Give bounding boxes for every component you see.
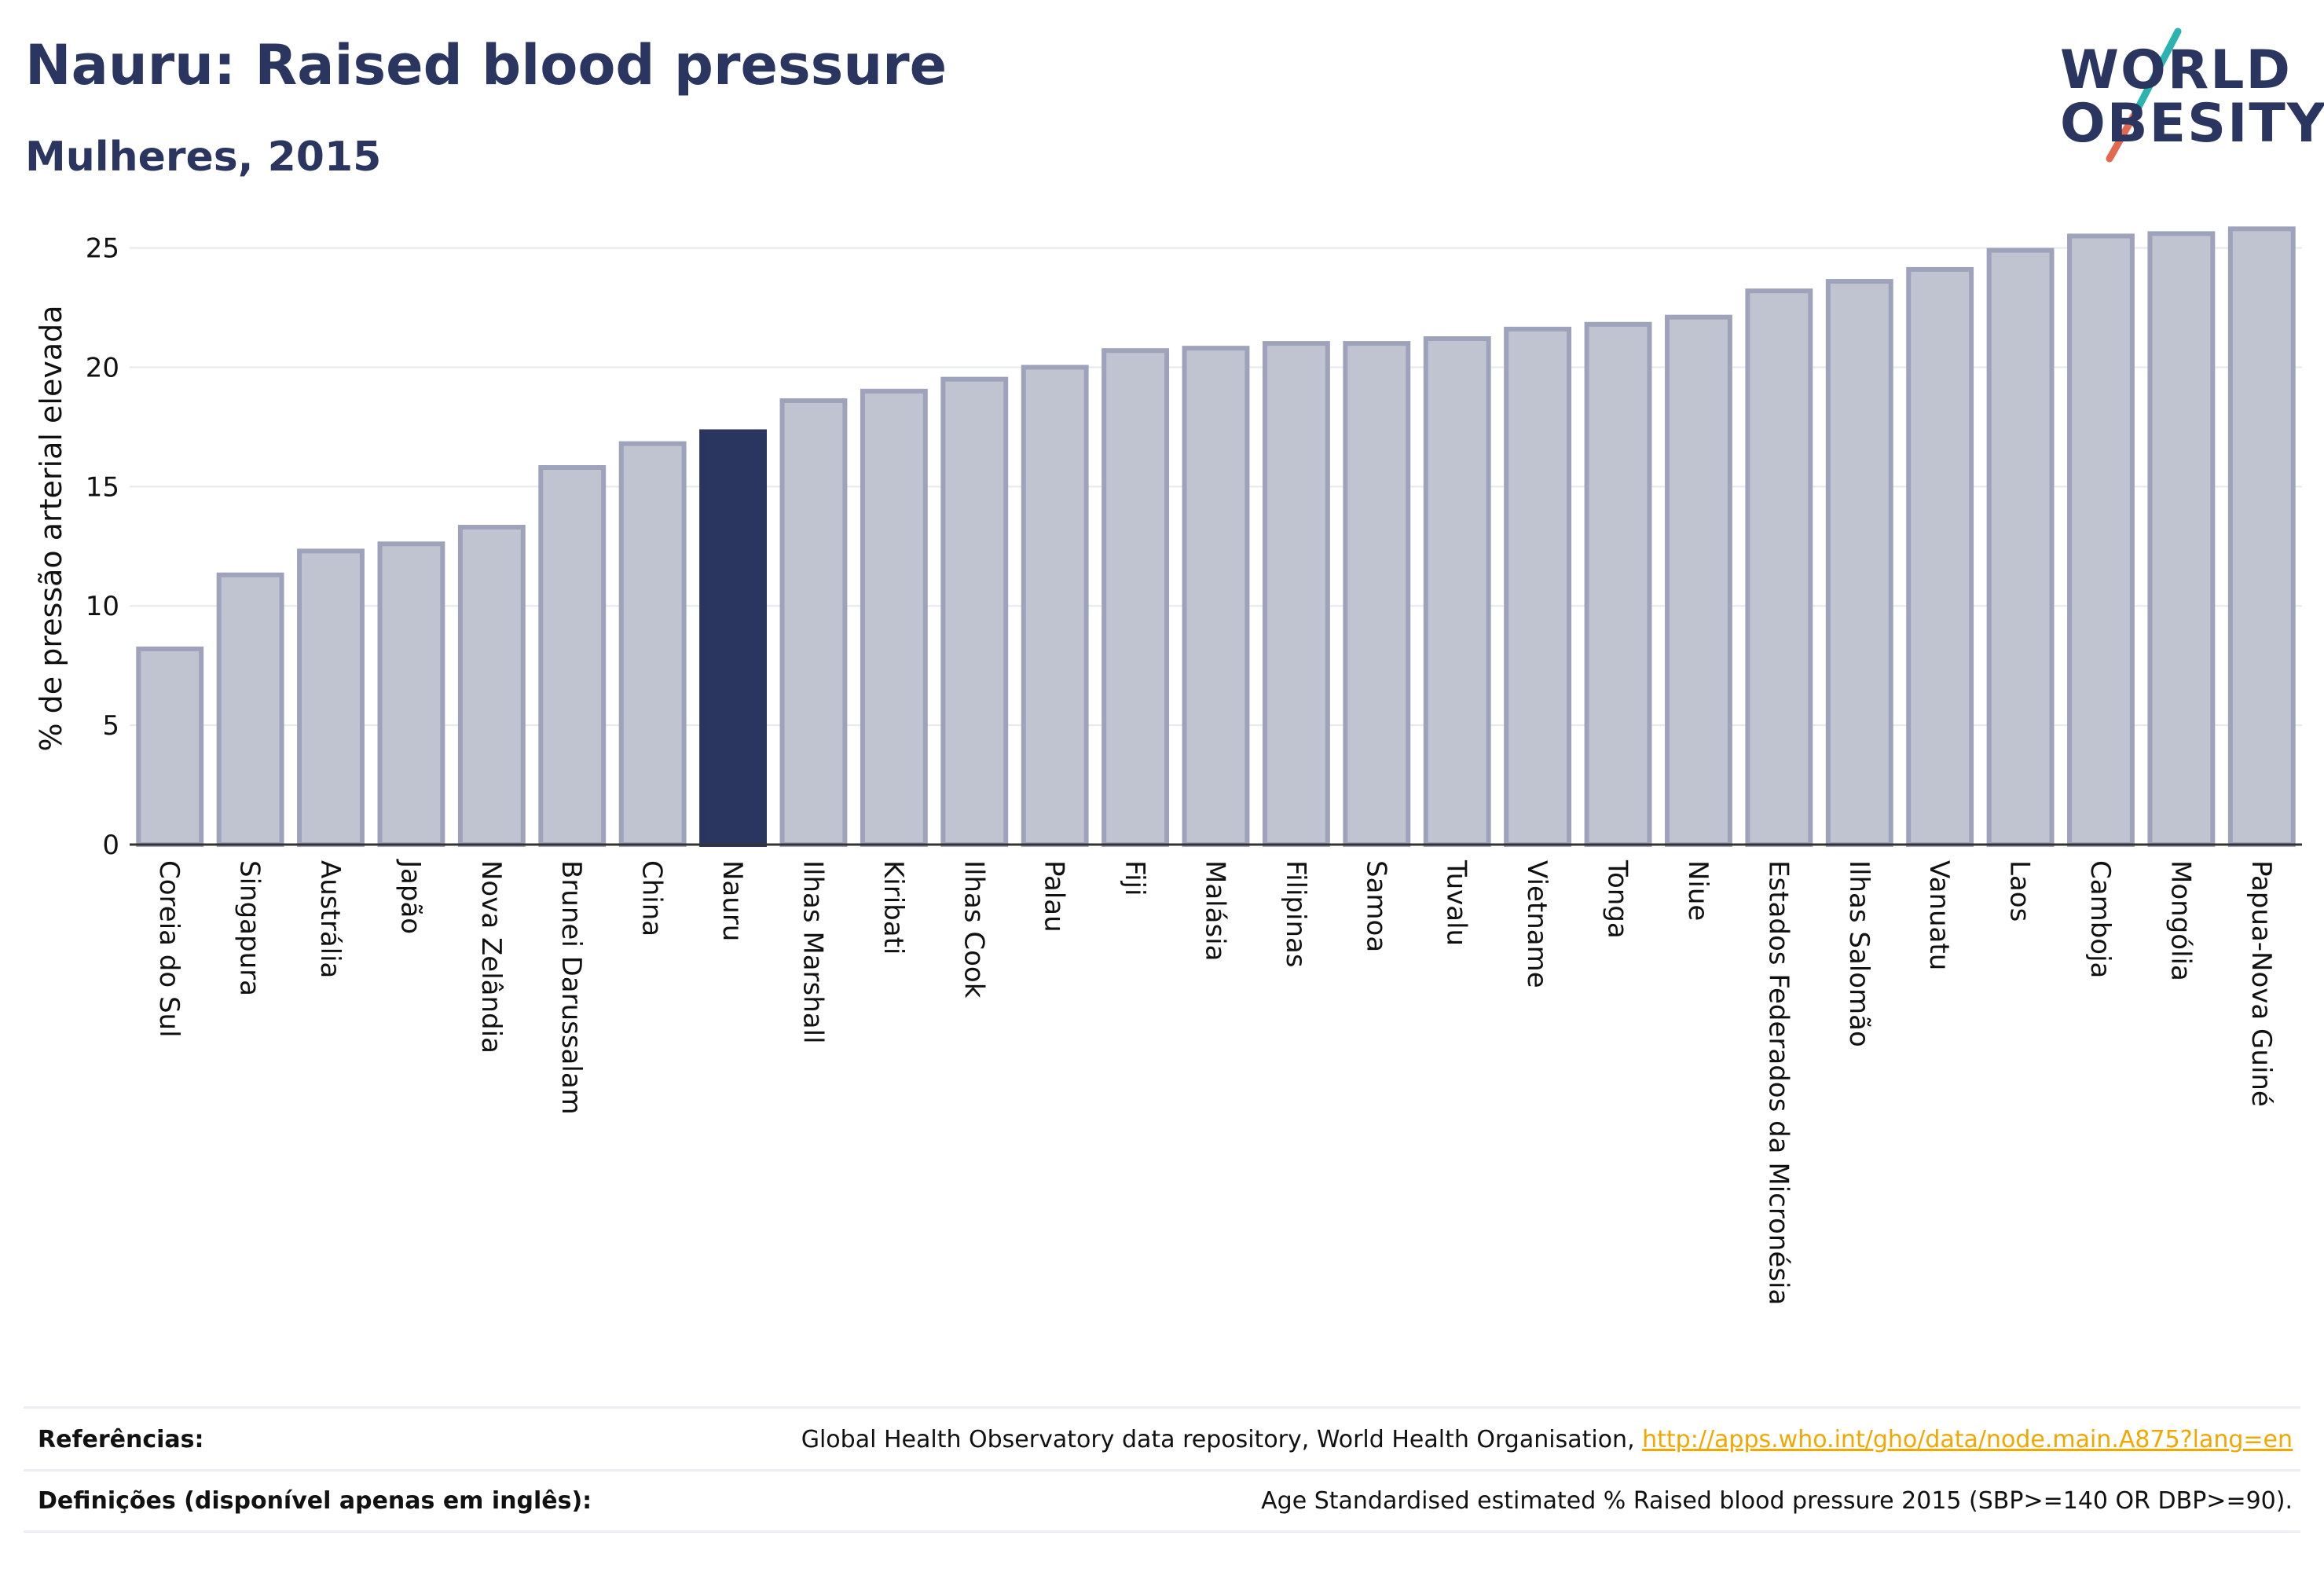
- x-tick-label: China: [636, 860, 668, 936]
- divider: [24, 1530, 2300, 1533]
- x-tick-label: Brunei Darussalam: [555, 860, 587, 1115]
- x-tick-label: Camboja: [2084, 860, 2116, 978]
- logo-slash-icon: [2106, 27, 2182, 163]
- bar: [538, 465, 607, 847]
- x-tick-label: Tonga: [1602, 859, 1633, 939]
- bar: [1745, 288, 1813, 847]
- bar: [2067, 233, 2135, 847]
- references-link[interactable]: http://apps.who.int/gho/data/node.main.A…: [1642, 1426, 2293, 1453]
- references-value: Global Health Observatory data repositor…: [801, 1426, 2293, 1453]
- references-label: Referências:: [38, 1426, 204, 1453]
- x-tick-label: Japão: [394, 859, 426, 934]
- references-text: Global Health Observatory data repositor…: [801, 1426, 1643, 1453]
- bar: [779, 398, 848, 847]
- x-tick-label: Samoa: [1360, 860, 1391, 952]
- x-tick-label: Kiribati: [878, 860, 909, 955]
- bar: [1343, 341, 1411, 847]
- y-axis-label: % de pressão arterial elevada: [34, 305, 68, 751]
- definitions-label: Definições (disponível apenas em inglês)…: [38, 1487, 592, 1515]
- y-tick-label: 20: [86, 352, 119, 383]
- bar: [2147, 231, 2216, 848]
- bar: [216, 572, 284, 847]
- bar: [1906, 266, 1974, 848]
- y-tick-label: 5: [102, 710, 119, 742]
- x-tick-label: Laos: [2004, 860, 2036, 922]
- y-tick-label: 15: [86, 471, 119, 503]
- bar: [618, 441, 687, 847]
- y-tick-label: 25: [86, 233, 119, 265]
- x-tick-label: Malásia: [1200, 860, 1231, 961]
- bar: [1825, 279, 1893, 847]
- x-tick-label: Nauru: [717, 860, 748, 941]
- y-tick-label: 0: [102, 830, 119, 861]
- bar-chart: 0 5 10 15 20 25 % de pressão arterial elevada C…: [34, 226, 2302, 1305]
- x-tick-label: Singapura: [234, 860, 266, 996]
- bar: [297, 548, 365, 847]
- x-tick-label: Vietname: [1521, 860, 1552, 988]
- logo-line-obesity: OBESITY: [2060, 93, 2324, 155]
- divider: [24, 1406, 2300, 1409]
- x-tick-label: Estados Federados da Micronésia: [1762, 860, 1794, 1305]
- bar: [1504, 326, 1572, 847]
- bar: [377, 541, 445, 847]
- bar: [1021, 365, 1089, 848]
- definitions-text: Age Standardised estimated % Raised bloo…: [1261, 1487, 2293, 1515]
- x-tick-label: Palau: [1039, 860, 1070, 933]
- x-tick-label: Ilhas Salomão: [1843, 860, 1875, 1047]
- bar: [2227, 226, 2296, 847]
- chart-title: Nauru: Raised blood pressure: [25, 33, 948, 97]
- divider: [24, 1469, 2300, 1472]
- bar: [1423, 336, 1491, 847]
- x-tick-label: Ilhas Marshall: [797, 860, 828, 1044]
- bar: [699, 429, 767, 848]
- x-tick-label: Papua-Nova Guiné: [2245, 860, 2277, 1107]
- bar: [1665, 314, 1732, 847]
- x-tick-label: Mongólia: [2165, 860, 2196, 981]
- chart-subtitle: Mulheres, 2015: [25, 134, 382, 181]
- bar: [860, 388, 928, 847]
- x-tick-label: Vanuatu: [1923, 860, 1955, 970]
- x-tick-label: Fiji: [1119, 860, 1150, 896]
- bar: [136, 646, 204, 847]
- bar: [1584, 321, 1652, 848]
- bar: [1102, 348, 1170, 848]
- x-tick-label: Nova Zelândia: [475, 860, 507, 1054]
- x-tick-label: Tuvalu: [1441, 859, 1472, 946]
- x-tick-label: Filipinas: [1280, 860, 1311, 968]
- y-tick-label: 10: [86, 591, 119, 622]
- bar: [457, 524, 526, 847]
- bar: [1182, 346, 1250, 847]
- bar: [940, 376, 1009, 848]
- world-obesity-logo: WORLD OBESITY: [2043, 24, 2324, 165]
- x-tick-label: Niue: [1682, 860, 1714, 921]
- x-tick-label: Austrália: [314, 860, 346, 978]
- logo-line-world: WORLD: [2060, 39, 2292, 101]
- bar: [1986, 247, 2055, 848]
- x-tick-label: Ilhas Cook: [958, 860, 989, 999]
- bar: [1262, 341, 1330, 847]
- x-tick-label: Coreia do Sul: [153, 860, 185, 1038]
